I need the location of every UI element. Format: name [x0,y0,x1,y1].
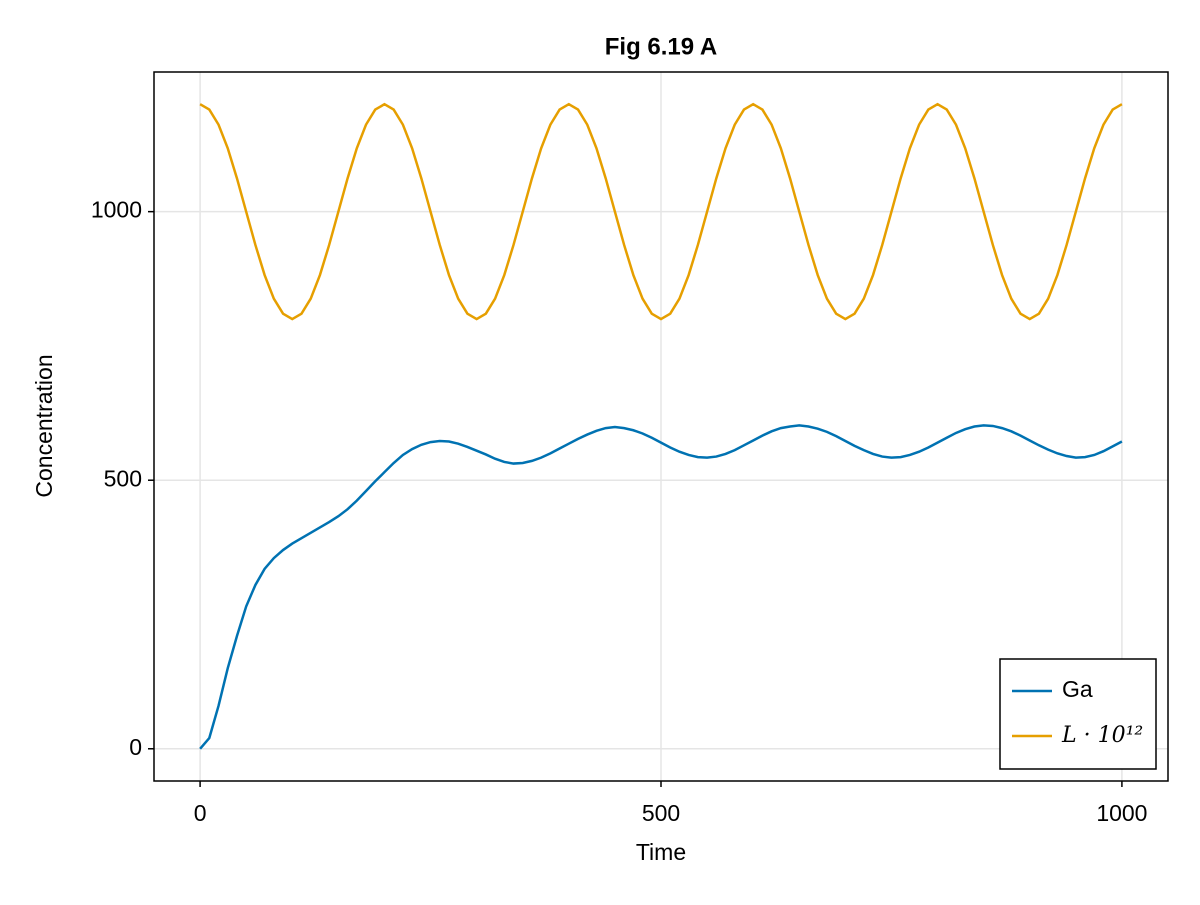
y-tick-label: 0 [129,734,142,760]
plot-frame [153,71,1169,782]
y-tick-label: 1000 [91,197,142,223]
line-series [199,102,1123,321]
line-series [199,424,1123,750]
x-tick-label: 500 [642,800,680,826]
x-axis-label: Time [636,839,686,865]
legend-label: Ga [1062,676,1093,702]
legend-box [999,658,1157,770]
legend-label: L · 10¹² [1061,723,1143,748]
y-tick-label: 500 [104,465,142,491]
y-axis-label: Concentration [31,354,57,497]
x-tick-label: 0 [194,800,207,826]
x-tick-label: 1000 [1096,800,1147,826]
chart-title: Fig 6.19 A [605,33,717,60]
